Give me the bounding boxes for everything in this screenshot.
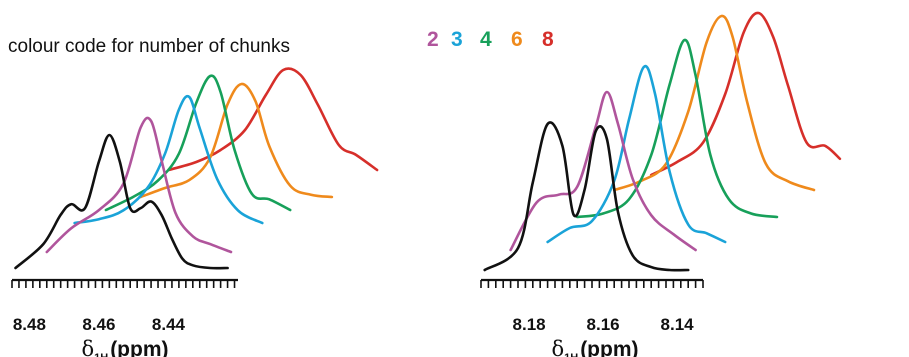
x-axis-label: δ1H(ppm) xyxy=(551,337,638,357)
spectrum-line-2-chunks xyxy=(509,90,697,252)
x-tick-label: 8.16 xyxy=(587,315,620,334)
spectrum-line-2-chunks xyxy=(45,116,233,254)
spectrum-line-reference xyxy=(483,121,690,272)
legend-caption: colour code for number of chunks xyxy=(8,36,290,57)
spectrum-line-6-chunks xyxy=(612,14,816,192)
x-tick-label: 8.48 xyxy=(13,315,46,334)
x-tick-label: 8.46 xyxy=(82,315,115,334)
spectrum-line-6-chunks xyxy=(139,82,334,199)
spectrum-line-reference xyxy=(14,133,229,270)
spectrum-panel-left: 8.48 8.46 8.44 δ1H(ppm) xyxy=(11,67,379,357)
spectrum-line-8-chunks xyxy=(167,67,379,172)
spectrum-line-4-chunks xyxy=(575,38,779,219)
x-axis-label: δ1H(ppm) xyxy=(81,337,168,357)
spectrum-line-4-chunks xyxy=(104,74,292,212)
legend-entry-8: 8 xyxy=(542,28,554,51)
spectrum-line-3-chunks xyxy=(546,64,727,244)
legend-entry-4: 4 xyxy=(480,28,492,51)
spectrum-line-3-chunks xyxy=(73,94,264,225)
x-tick-label: 8.14 xyxy=(661,315,695,334)
x-tick-label: 8.18 xyxy=(513,315,546,334)
spectrum-panel-right: 8.18 8.16 8.14 δ1H(ppm) xyxy=(480,11,842,357)
legend-entry-6: 6 xyxy=(511,28,523,51)
legend-entry-3: 3 xyxy=(451,28,463,51)
legend-entry-2: 2 xyxy=(427,28,439,51)
spectrum-line-8-chunks xyxy=(649,11,842,177)
x-tick-label: 8.44 xyxy=(152,315,186,334)
